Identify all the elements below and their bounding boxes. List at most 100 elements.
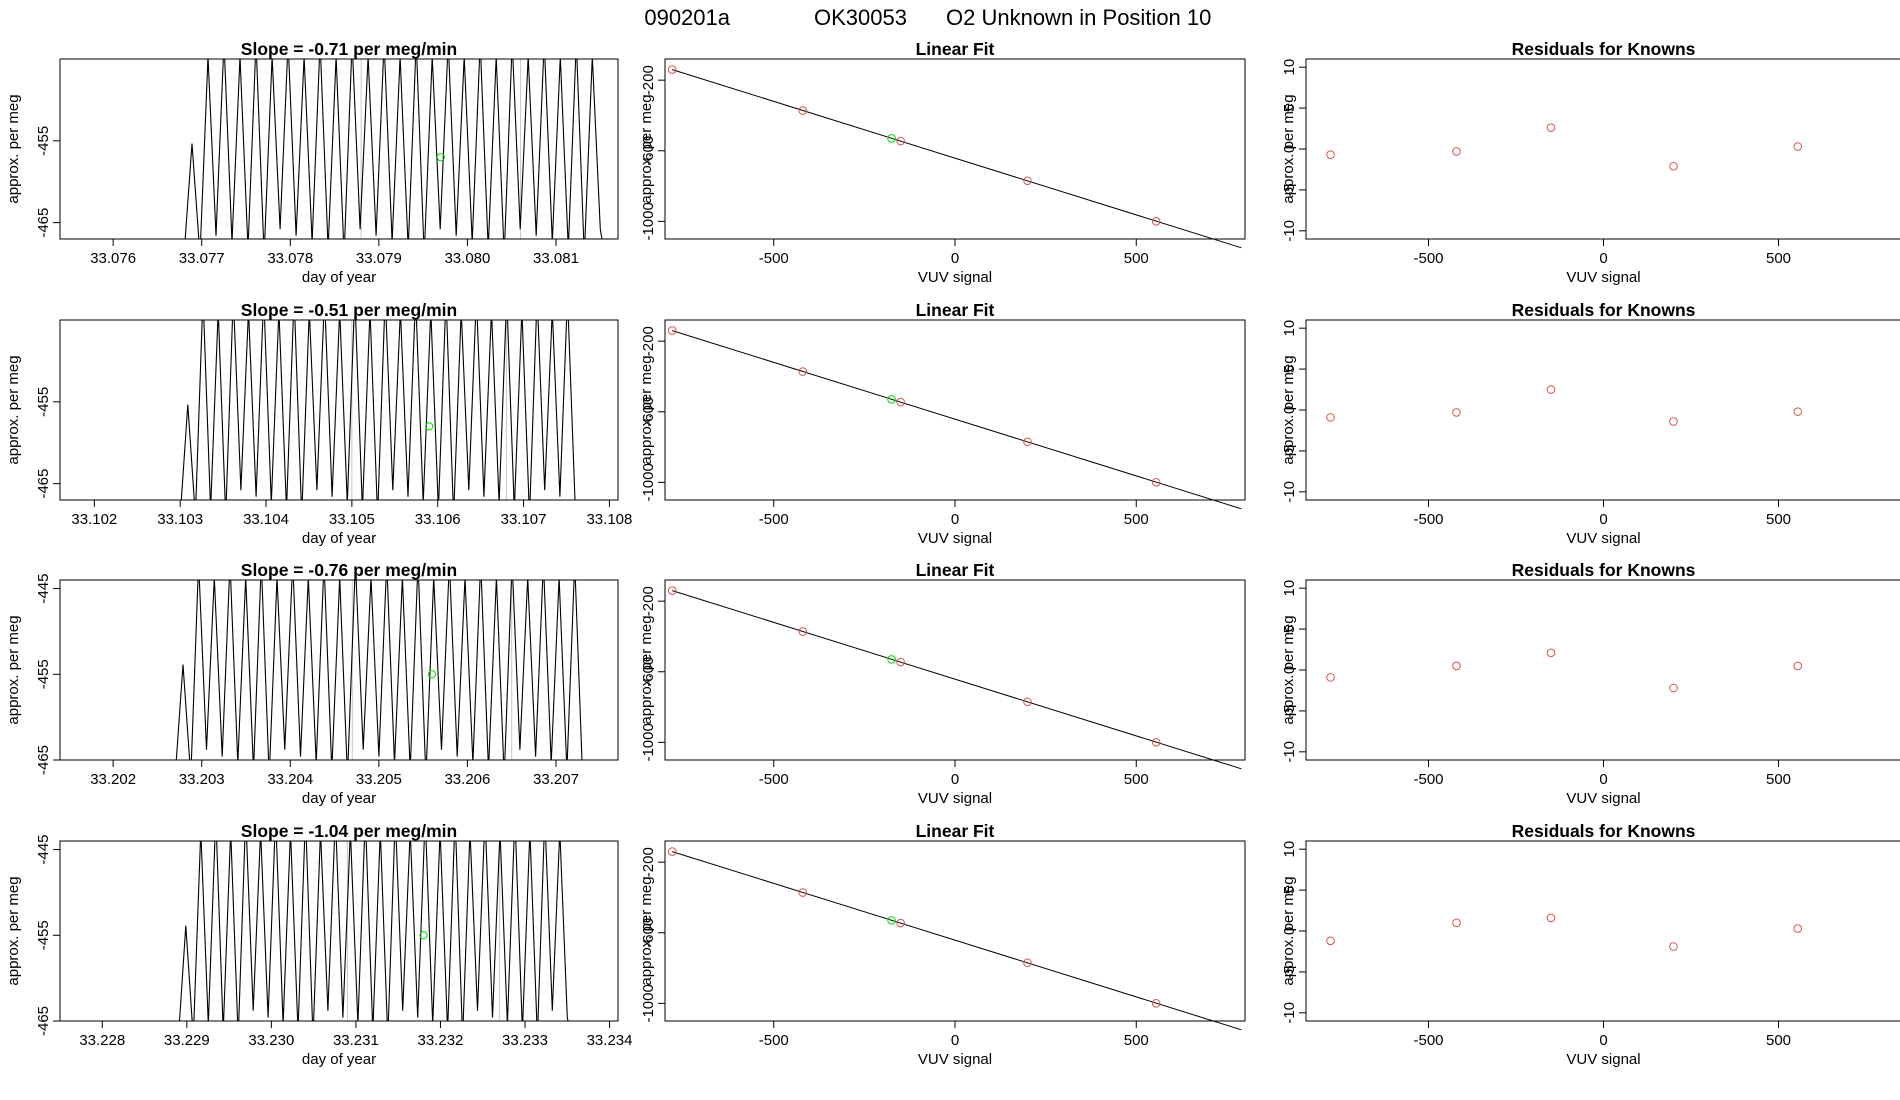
trace-xtick-label: 33.076 bbox=[90, 250, 136, 267]
trace-xtick-label: 33.077 bbox=[179, 250, 225, 267]
fit-known-point bbox=[667, 326, 677, 335]
row-1: Slope = -0.71 per meg/min day of year appr… bbox=[5, 39, 1900, 286]
residuals-ytick-label: -10 bbox=[1281, 220, 1298, 242]
trace-ytick-label: -465 bbox=[35, 745, 52, 775]
residual-point bbox=[1452, 661, 1461, 671]
trace-series-line bbox=[175, 580, 583, 760]
trace-xlabel: day of year bbox=[302, 530, 376, 547]
residuals-ytick-label: 5 bbox=[1281, 886, 1298, 894]
residuals-frame bbox=[1305, 840, 1900, 1022]
residuals-ytick-label: 5 bbox=[1281, 365, 1298, 373]
residuals-xtick-label: 0 bbox=[1599, 250, 1607, 267]
residuals-ylabel: approx. per meg bbox=[1280, 876, 1297, 985]
trace-ytick-label: -455 bbox=[35, 920, 52, 950]
trace-frame bbox=[59, 840, 619, 1022]
trace-xtick-label: 33.231 bbox=[333, 1032, 379, 1049]
fit-panel: Linear Fit VUV signal approx. per meg -500 0… bbox=[638, 560, 1246, 807]
trace-xtick-label: 33.102 bbox=[71, 511, 117, 528]
trace-frame bbox=[59, 58, 619, 240]
residuals-frame bbox=[1305, 579, 1900, 761]
fit-regression-line bbox=[672, 330, 1242, 510]
trace-xtick-label: 33.202 bbox=[90, 771, 136, 788]
fit-title: Linear Fit bbox=[916, 300, 995, 320]
fit-ytick-label: -600 bbox=[640, 136, 657, 166]
trace-xlabel: day of year bbox=[302, 269, 376, 286]
trace-xtick-label: 33.232 bbox=[418, 1032, 464, 1049]
fit-frame bbox=[664, 319, 1246, 501]
residuals-ylabel: approx. per meg bbox=[1280, 615, 1297, 724]
residuals-xlabel: VUV signal bbox=[1566, 1051, 1640, 1068]
trace-title: Slope = -0.51 per meg/min bbox=[241, 300, 457, 320]
residuals-xlabel: VUV signal bbox=[1566, 790, 1640, 807]
trace-ytick-label: -455 bbox=[35, 387, 52, 417]
residuals-ytick-label: 10 bbox=[1281, 580, 1298, 597]
trace-xtick-label: 33.233 bbox=[502, 1032, 548, 1049]
fit-panel: Linear Fit VUV signal approx. per meg -500 0… bbox=[638, 821, 1246, 1068]
fit-ylabel: approx. per meg bbox=[638, 94, 655, 203]
fit-xtick-label: 0 bbox=[951, 1032, 959, 1049]
residual-point bbox=[1546, 123, 1556, 133]
trace-unknown-point bbox=[436, 153, 445, 162]
fit-xtick-label: 500 bbox=[1124, 771, 1149, 788]
fit-xtick-label: -500 bbox=[759, 250, 789, 267]
residuals-ytick-label: 0 bbox=[1281, 145, 1298, 153]
residual-point bbox=[1452, 918, 1461, 928]
residuals-xtick-label: 500 bbox=[1766, 250, 1791, 267]
fit-ytick-label: -600 bbox=[640, 657, 657, 687]
fit-known-point bbox=[798, 106, 808, 115]
trace-xtick-label: 33.228 bbox=[79, 1032, 125, 1049]
fit-xlabel: VUV signal bbox=[918, 790, 992, 807]
residuals-ytick-label: 0 bbox=[1281, 666, 1298, 674]
residual-point bbox=[1452, 147, 1461, 156]
residual-point bbox=[1326, 673, 1335, 682]
fit-known-point bbox=[798, 367, 808, 376]
residuals-ytick-label: 5 bbox=[1281, 104, 1298, 112]
trace-xtick-label: 33.105 bbox=[329, 511, 375, 528]
trace-xtick-label: 33.205 bbox=[356, 771, 402, 788]
trace-ytick-label: -455 bbox=[35, 659, 52, 689]
fit-ytick-label: -600 bbox=[640, 397, 657, 427]
trace-plot-area bbox=[178, 841, 569, 1021]
fit-known-point bbox=[1151, 738, 1161, 747]
fit-known-point bbox=[798, 888, 808, 897]
residuals-xtick-label: -500 bbox=[1413, 771, 1443, 788]
trace-frame bbox=[59, 319, 619, 501]
fit-known-point bbox=[896, 657, 905, 667]
residuals-xtick-label: 500 bbox=[1766, 1032, 1791, 1049]
residuals-ylabel: approx. per meg bbox=[1280, 94, 1297, 203]
trace-ylabel: approx. per meg bbox=[5, 94, 22, 203]
residuals-xtick-label: -500 bbox=[1413, 250, 1443, 267]
plot-grid: Slope = -0.71 per meg/min day of year appr… bbox=[5, 39, 1900, 1068]
residuals-ytick-label: -5 bbox=[1281, 444, 1298, 457]
trace-panel: Slope = -0.76 per meg/min day of year appr… bbox=[5, 560, 619, 807]
fit-ytick-label: -1000 bbox=[640, 202, 657, 240]
fit-xlabel: VUV signal bbox=[918, 1051, 992, 1068]
trace-ylabel: approx. per meg bbox=[5, 615, 22, 724]
residuals-ytick-label: 10 bbox=[1281, 841, 1298, 858]
trace-title: Slope = -0.71 per meg/min bbox=[241, 39, 457, 59]
fit-ytick-label: -1000 bbox=[640, 984, 657, 1022]
fit-xtick-label: 500 bbox=[1124, 1032, 1149, 1049]
fit-known-point bbox=[798, 627, 808, 636]
trace-xtick-label: 33.104 bbox=[243, 511, 289, 528]
fit-known-point bbox=[1151, 217, 1161, 226]
trace-xtick-label: 33.204 bbox=[267, 771, 313, 788]
trace-title: Slope = -0.76 per meg/min bbox=[241, 560, 457, 580]
fit-frame bbox=[664, 58, 1246, 240]
residuals-ytick-label: -10 bbox=[1281, 481, 1298, 503]
trace-unknown-point bbox=[419, 931, 428, 940]
fit-panel: Linear Fit VUV signal approx. per meg -500 0… bbox=[638, 300, 1246, 547]
fit-xtick-label: 0 bbox=[951, 250, 959, 267]
fit-regression-line bbox=[672, 69, 1242, 249]
trace-series-line bbox=[178, 841, 569, 1021]
residual-point bbox=[1793, 407, 1803, 416]
row-4: Slope = -1.04 per meg/min day of year appr… bbox=[5, 821, 1900, 1068]
fit-xtick-label: -500 bbox=[759, 771, 789, 788]
residuals-ytick-label: 5 bbox=[1281, 625, 1298, 633]
residuals-title: Residuals for Knowns bbox=[1512, 821, 1696, 841]
fit-ytick-label: -600 bbox=[640, 918, 657, 948]
trace-ylabel: approx. per meg bbox=[5, 355, 22, 464]
fit-ytick-label: -200 bbox=[640, 847, 657, 877]
residuals-xtick-label: -500 bbox=[1413, 511, 1443, 528]
residuals-ytick-label: 10 bbox=[1281, 59, 1298, 76]
